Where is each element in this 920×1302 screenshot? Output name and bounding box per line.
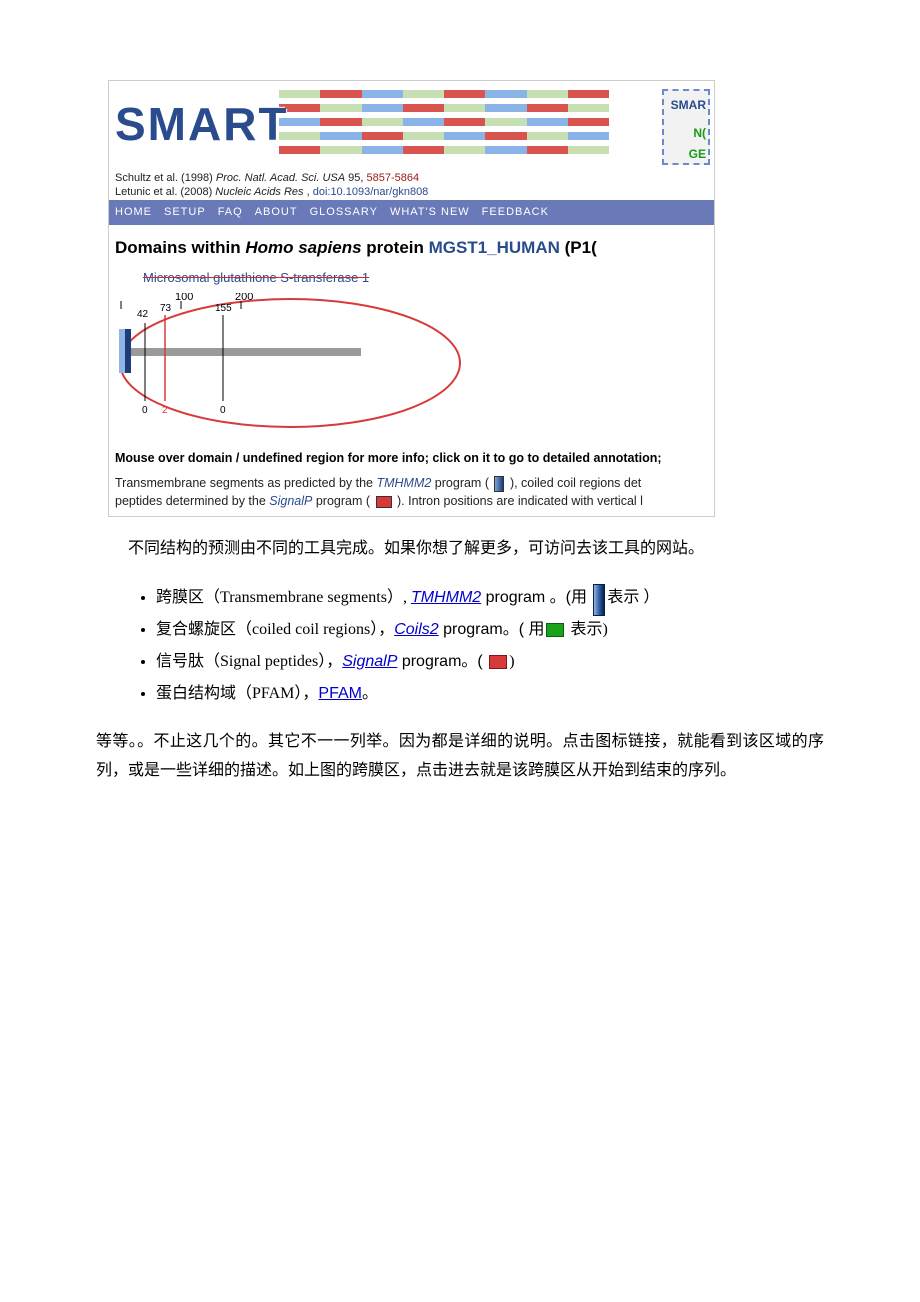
tm-domain-right[interactable] [125, 329, 131, 373]
bottom-label-0a: 0 [142, 405, 148, 416]
mode-line1: SMAR [666, 95, 706, 117]
alignment-noise-bg [279, 87, 609, 157]
mouse-over-note: Mouse over domain / undefined region for… [115, 447, 708, 470]
nav-about[interactable]: ABOUT [255, 203, 298, 223]
mode-line3: GE [666, 144, 706, 166]
accession-link[interactable]: MGST1_HUMAN [429, 238, 560, 257]
smart-mode-box[interactable]: SMAR N( GE [662, 89, 710, 165]
annotation-ellipse [120, 299, 460, 427]
nav-faq[interactable]: FAQ [218, 203, 243, 223]
ruler-tick-200: 200 [235, 293, 253, 303]
protein-description: Microsomal glutathione S-transferase 1 [143, 266, 708, 289]
bottom-label-2: 2 [162, 405, 168, 416]
nav-setup[interactable]: SETUP [164, 203, 206, 223]
nav-home[interactable]: HOME [115, 203, 152, 223]
paragraph-1: 不同结构的预测由不同的工具完成。如果你想了解更多，可访问去该工具的网站。 [96, 535, 824, 564]
smart-logo-text: SMART [115, 83, 289, 166]
protein-track [121, 348, 361, 356]
signal-swatch-icon [376, 496, 392, 508]
signalp-link[interactable]: SignalP [269, 494, 312, 508]
tm-domain-left[interactable] [119, 329, 125, 373]
tool-item-coiled-coil: 复合螺旋区（coiled coil regions），Coils2 progra… [156, 614, 824, 646]
smart-screenshot-panel: SMART SMAR N( GE Schultz et al. (1998) P… [108, 80, 715, 517]
tool-item-signal-peptide: 信号肽（Signal peptides），SignalP program。( ) [156, 646, 824, 678]
nav-feedback[interactable]: FEEDBACK [482, 203, 549, 223]
tmhmm2-tool-link[interactable]: TMHMM2 [411, 589, 481, 606]
tool-list: 跨膜区（Transmembrane segments）, TMHMM2 prog… [96, 582, 824, 710]
citation-1: Schultz et al. (1998) Proc. Natl. Acad. … [115, 171, 708, 185]
citation-2: Letunic et al. (2008) Nucleic Acids Res … [115, 185, 708, 199]
coils2-tool-link[interactable]: Coils2 [394, 621, 438, 638]
bottom-label-0b: 0 [220, 405, 226, 416]
pfam-tool-link[interactable]: PFAM [318, 685, 362, 702]
smart-body: Domains within Homo sapiens protein MGST… [109, 225, 714, 516]
smart-logo-area: SMART [109, 81, 609, 161]
signalp-tool-link[interactable]: SignalP [342, 653, 397, 670]
smart-header: SMART SMAR N( GE [109, 81, 714, 169]
pos-label-73: 73 [160, 303, 172, 314]
smart-nav: HOME SETUP FAQ ABOUT GLOSSARY WHAT'S NEW… [109, 200, 714, 226]
coiled-coil-icon [546, 623, 564, 637]
signal-peptide-icon [489, 655, 507, 669]
nav-whatsnew[interactable]: WHAT'S NEW [390, 203, 470, 223]
domain-diagram-svg: 100 200 42 73 155 0 2 0 [115, 293, 705, 441]
domains-heading: Domains within Homo sapiens protein MGST… [115, 233, 708, 264]
ruler-tick-100: 100 [175, 293, 193, 303]
tm-swatch-icon [494, 476, 504, 492]
paragraph-2: 等等。。不止这几个的。其它不一一列举。因为都是详细的说明。点击图标链接，就能看到… [96, 728, 824, 786]
legend-text: Transmembrane segments as predicted by t… [115, 474, 708, 510]
pos-label-42: 42 [137, 309, 149, 320]
transmembrane-icon [593, 584, 605, 616]
smart-citations: Schultz et al. (1998) Proc. Natl. Acad. … [109, 169, 714, 200]
domain-diagram[interactable]: 100 200 42 73 155 0 2 0 [115, 293, 708, 441]
pos-label-155: 155 [215, 303, 232, 314]
tool-item-pfam: 蛋白结构域（PFAM），PFAM。 [156, 678, 824, 710]
tool-item-transmembrane: 跨膜区（Transmembrane segments）, TMHMM2 prog… [156, 582, 824, 614]
tmhmm2-link[interactable]: TMHMM2 [376, 476, 431, 490]
mode-line2: N( [666, 123, 706, 145]
nav-glossary[interactable]: GLOSSARY [310, 203, 378, 223]
